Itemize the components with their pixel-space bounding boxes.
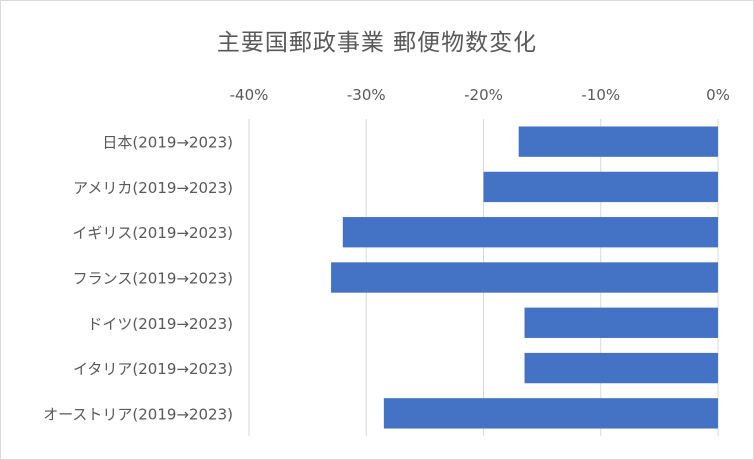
bar (524, 352, 718, 384)
x-tick-label: -10% (581, 86, 620, 104)
category-label: イタリア(2019→2023) (73, 360, 233, 378)
x-tick-label: -20% (464, 86, 503, 104)
bar (383, 398, 718, 429)
x-tick-label: -40% (230, 86, 269, 104)
bar (518, 126, 718, 157)
category-label: イギリス(2019→2023) (72, 224, 233, 242)
bar (524, 307, 718, 338)
category-label: ドイツ(2019→2023) (87, 315, 233, 333)
x-tick-label: -30% (347, 86, 386, 104)
category-label: アメリカ(2019→2023) (73, 179, 233, 197)
bar (342, 217, 718, 248)
x-tick-label: 0% (706, 86, 730, 104)
chart-title: 主要国郵政事業 郵便物数変化 (216, 30, 538, 56)
category-label: オーストリア(2019→2023) (43, 405, 233, 423)
bar (483, 171, 718, 203)
bar (331, 262, 718, 293)
category-label: 日本(2019→2023) (102, 134, 233, 152)
category-label: フランス(2019→2023) (73, 270, 233, 288)
